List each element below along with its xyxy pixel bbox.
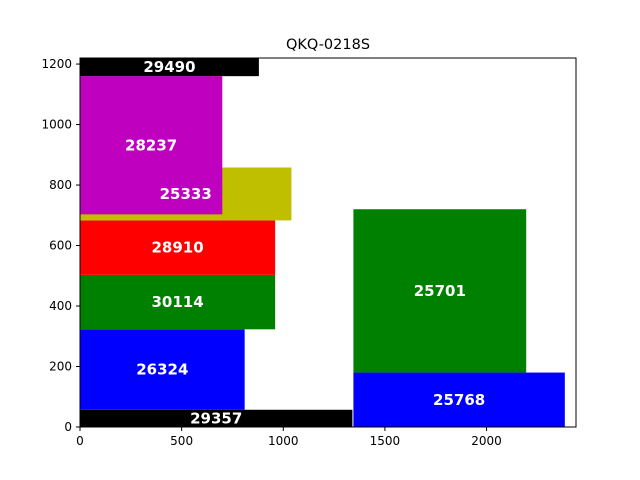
bar-29357 <box>80 409 353 427</box>
bar-29490 <box>80 58 259 77</box>
y-tick-label-1000: 1000 <box>41 118 72 132</box>
data-label-29357: 29357 <box>190 409 242 427</box>
data-label-25333: 25333 <box>160 185 212 203</box>
x-axis: 0 500 1000 1500 2000 <box>76 427 502 448</box>
x-tick-label-1000: 1000 <box>268 434 299 448</box>
bar-26324 <box>80 329 245 410</box>
y-tick-label-600: 600 <box>49 239 72 253</box>
data-label-30114: 30114 <box>151 293 203 311</box>
data-label-26324: 26324 <box>136 361 188 379</box>
data-label-28910: 28910 <box>151 239 203 257</box>
x-tick-label-500: 500 <box>170 434 193 448</box>
x-tick-label-1500: 1500 <box>370 434 401 448</box>
plot-frame <box>79 57 577 428</box>
data-label-29490: 29490 <box>143 58 195 76</box>
y-tick-label-400: 400 <box>49 299 72 313</box>
data-labels-group: 29357 26324 30114 28910 25333 28237 29490 25768… <box>125 58 485 427</box>
data-label-28237: 28237 <box>125 136 177 154</box>
y-tick-label-800: 800 <box>49 178 72 192</box>
chart-title: QKQ-0218S <box>286 37 370 53</box>
bar-28910 <box>80 220 276 275</box>
bar-28237 <box>80 76 223 215</box>
y-tick-label-1200: 1200 <box>41 57 72 71</box>
bar-25768 <box>353 372 565 427</box>
y-tick-label-200: 200 <box>49 360 72 374</box>
bar-30114 <box>80 274 276 330</box>
y-tick-label-0: 0 <box>64 420 72 434</box>
data-label-25701: 25701 <box>414 282 466 300</box>
data-label-25768: 25768 <box>433 391 485 409</box>
x-tick-label-2000: 2000 <box>471 434 502 448</box>
y-axis: 0 200 400 600 800 1000 1200 <box>41 57 80 434</box>
x-tick-label-0: 0 <box>76 434 84 448</box>
bar-25701 <box>353 209 527 373</box>
bars-group <box>80 58 565 427</box>
